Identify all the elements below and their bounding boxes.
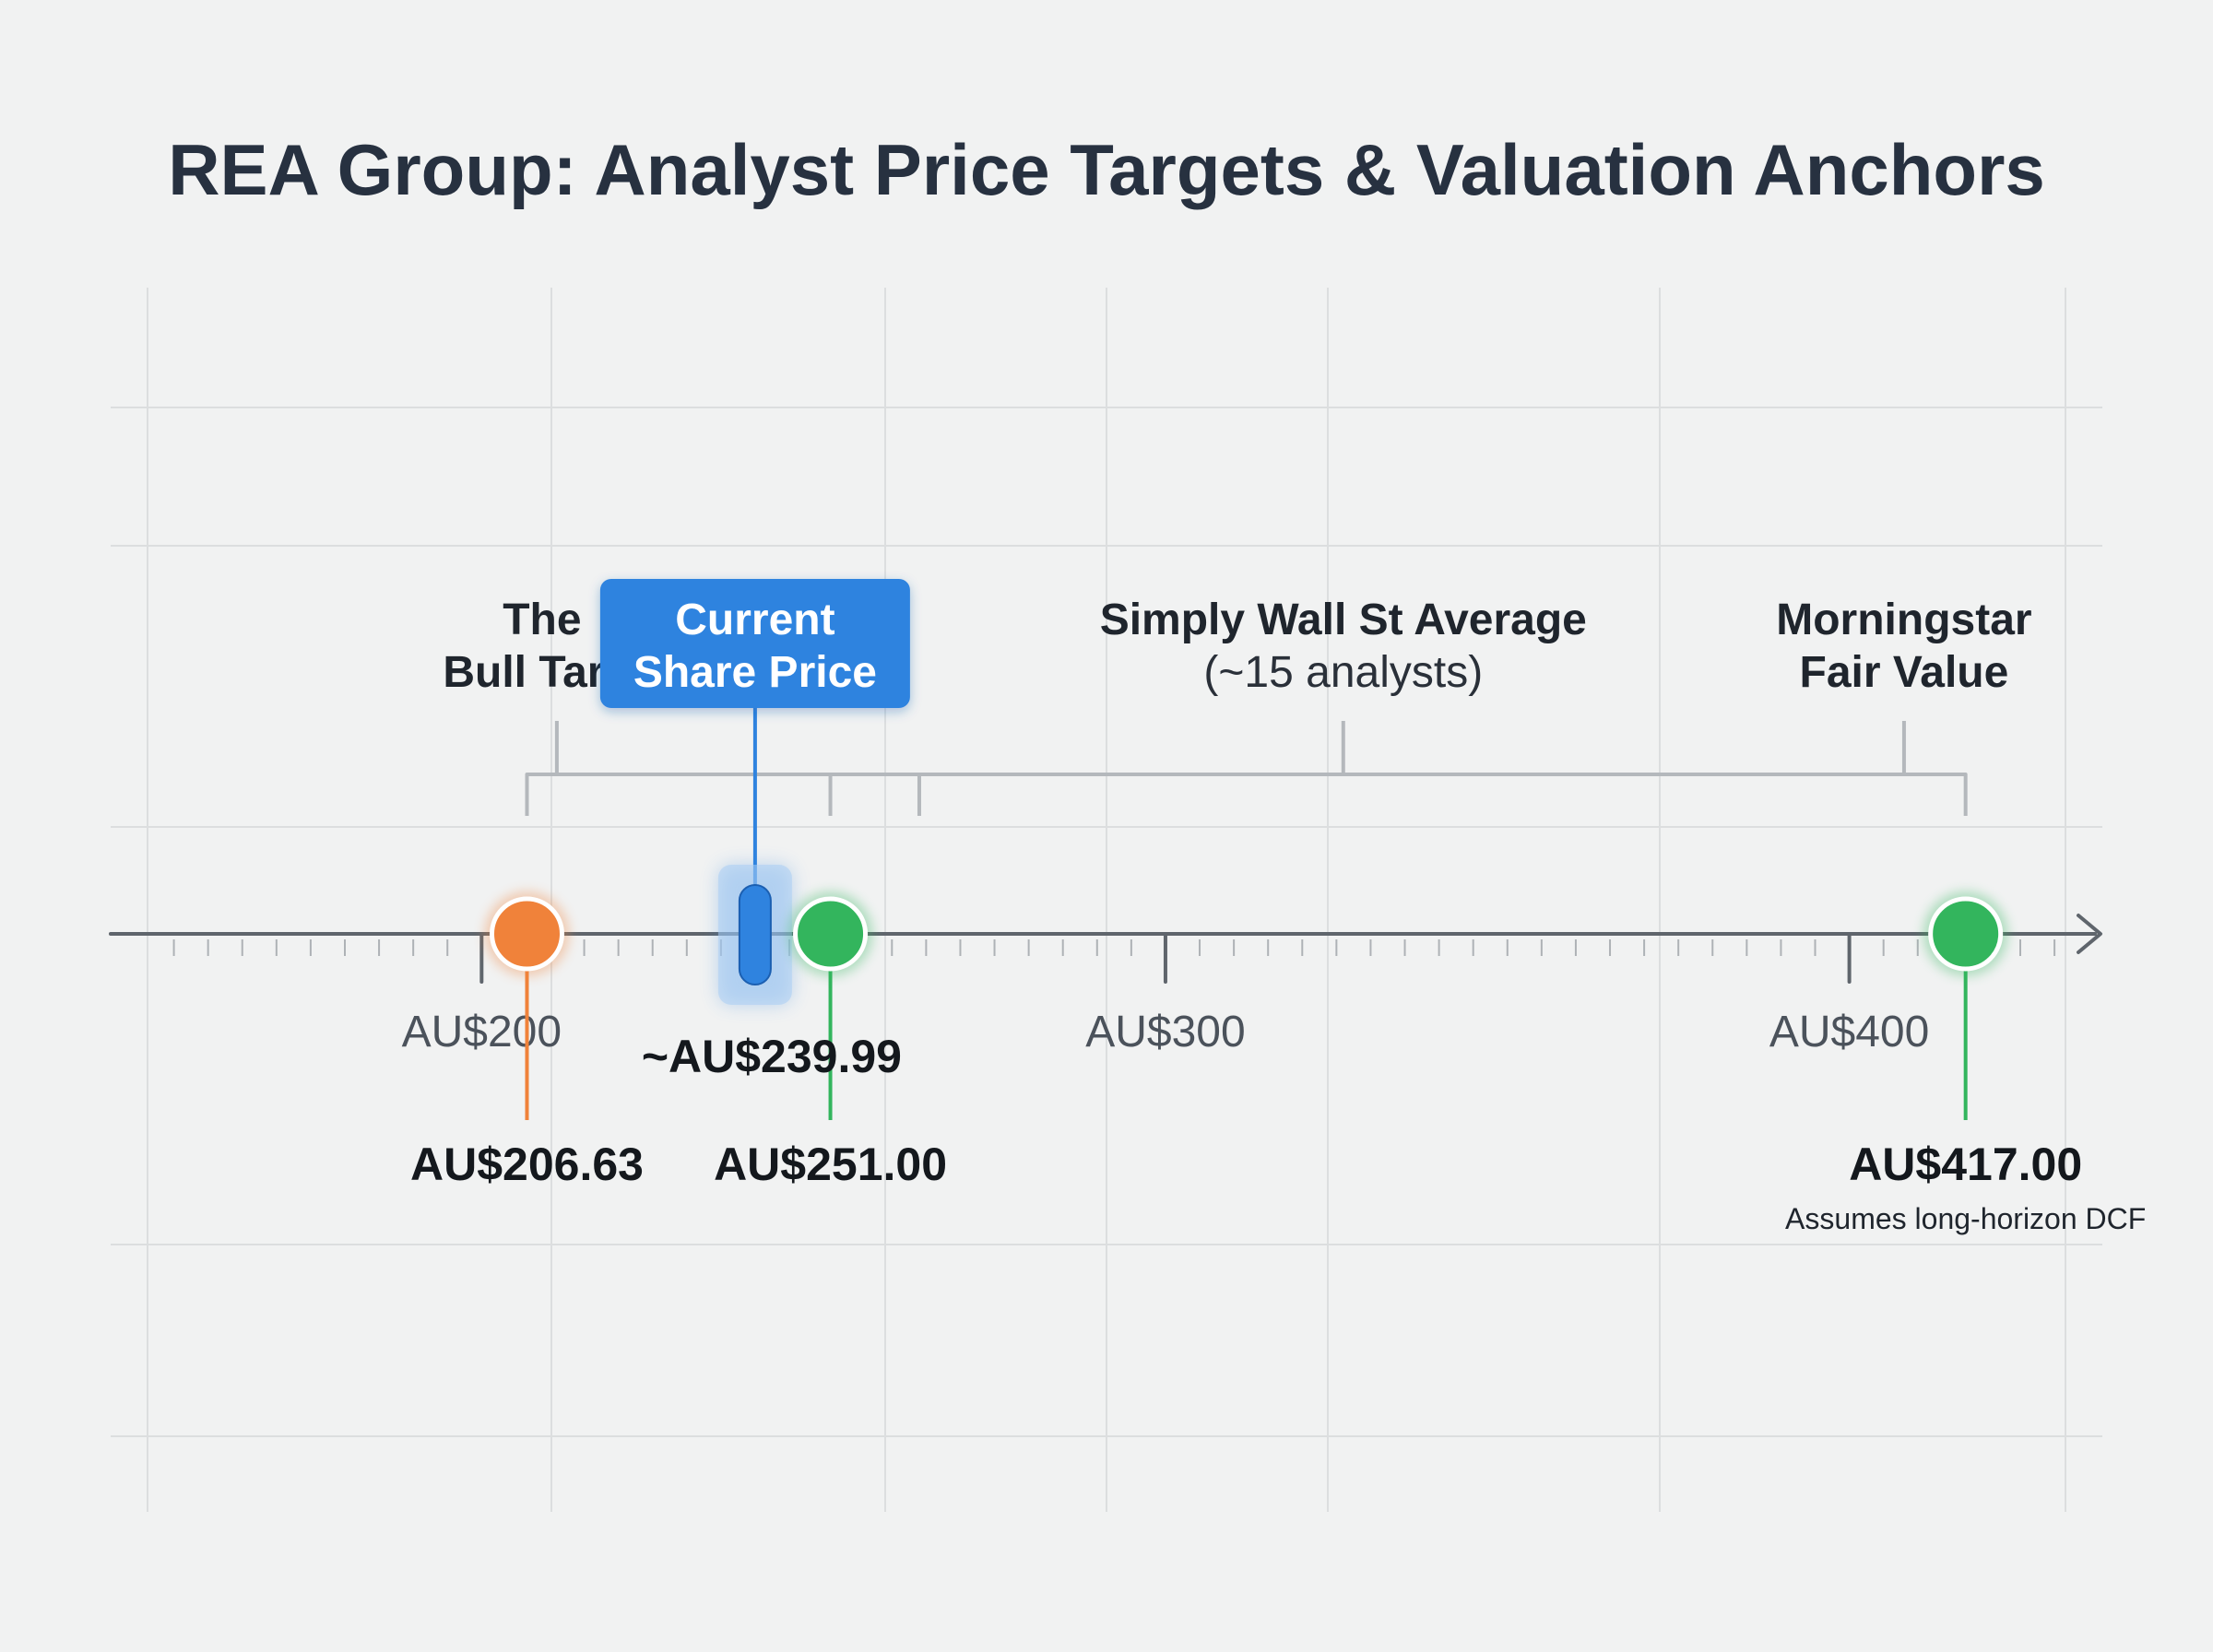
group-label-line-2: Fair Value — [1800, 648, 2009, 697]
bracket-simply-wall-st — [828, 773, 1968, 816]
value-labels: AU$206.63 ~AU$239.99 AU$251.00 AU$417.00 Ass… — [410, 1031, 2146, 1235]
current-price-callout — [599, 579, 910, 708]
group-label-line-1: Simply Wall St Average — [1100, 596, 1587, 644]
value-note-morningstar: Assumes long-horizon DCF — [1785, 1202, 2146, 1235]
chart-title: REA Group: Analyst Price Targets & Valua… — [168, 129, 2045, 210]
marker-dots — [484, 865, 2008, 1005]
tick-label: AU$400 — [1769, 1008, 1929, 1056]
group-label-line-1: Morningstar — [1776, 596, 2031, 644]
group-label-line-2: (~15 analysts) — [1203, 648, 1483, 697]
value-label-bull: AU$206.63 — [410, 1139, 644, 1190]
major-ticks: AU$200 AU$300 AU$400 — [402, 932, 1929, 1056]
price-axis — [109, 914, 2102, 954]
value-label-current: ~AU$239.99 — [642, 1031, 902, 1082]
minor-ticks — [172, 939, 2056, 956]
bracket-bull-target — [525, 773, 921, 816]
callout-line-2: Share Price — [633, 648, 877, 697]
tick-label: AU$200 — [402, 1008, 562, 1056]
tick-label: AU$300 — [1085, 1008, 1245, 1056]
value-label-sws-low: AU$251.00 — [714, 1139, 947, 1190]
marker-sws-low — [793, 896, 869, 972]
group-label-line-1: The — [503, 596, 581, 644]
callout-line-1: Current — [675, 596, 834, 644]
marker-bull — [489, 896, 564, 972]
group-brackets — [525, 721, 1968, 816]
grid-lines — [111, 288, 2102, 1512]
value-label-morningstar: AU$417.00 — [1849, 1139, 2082, 1190]
marker-morningstar — [1928, 896, 2004, 972]
marker-current — [738, 884, 772, 985]
axis-arrowhead — [2077, 914, 2102, 954]
